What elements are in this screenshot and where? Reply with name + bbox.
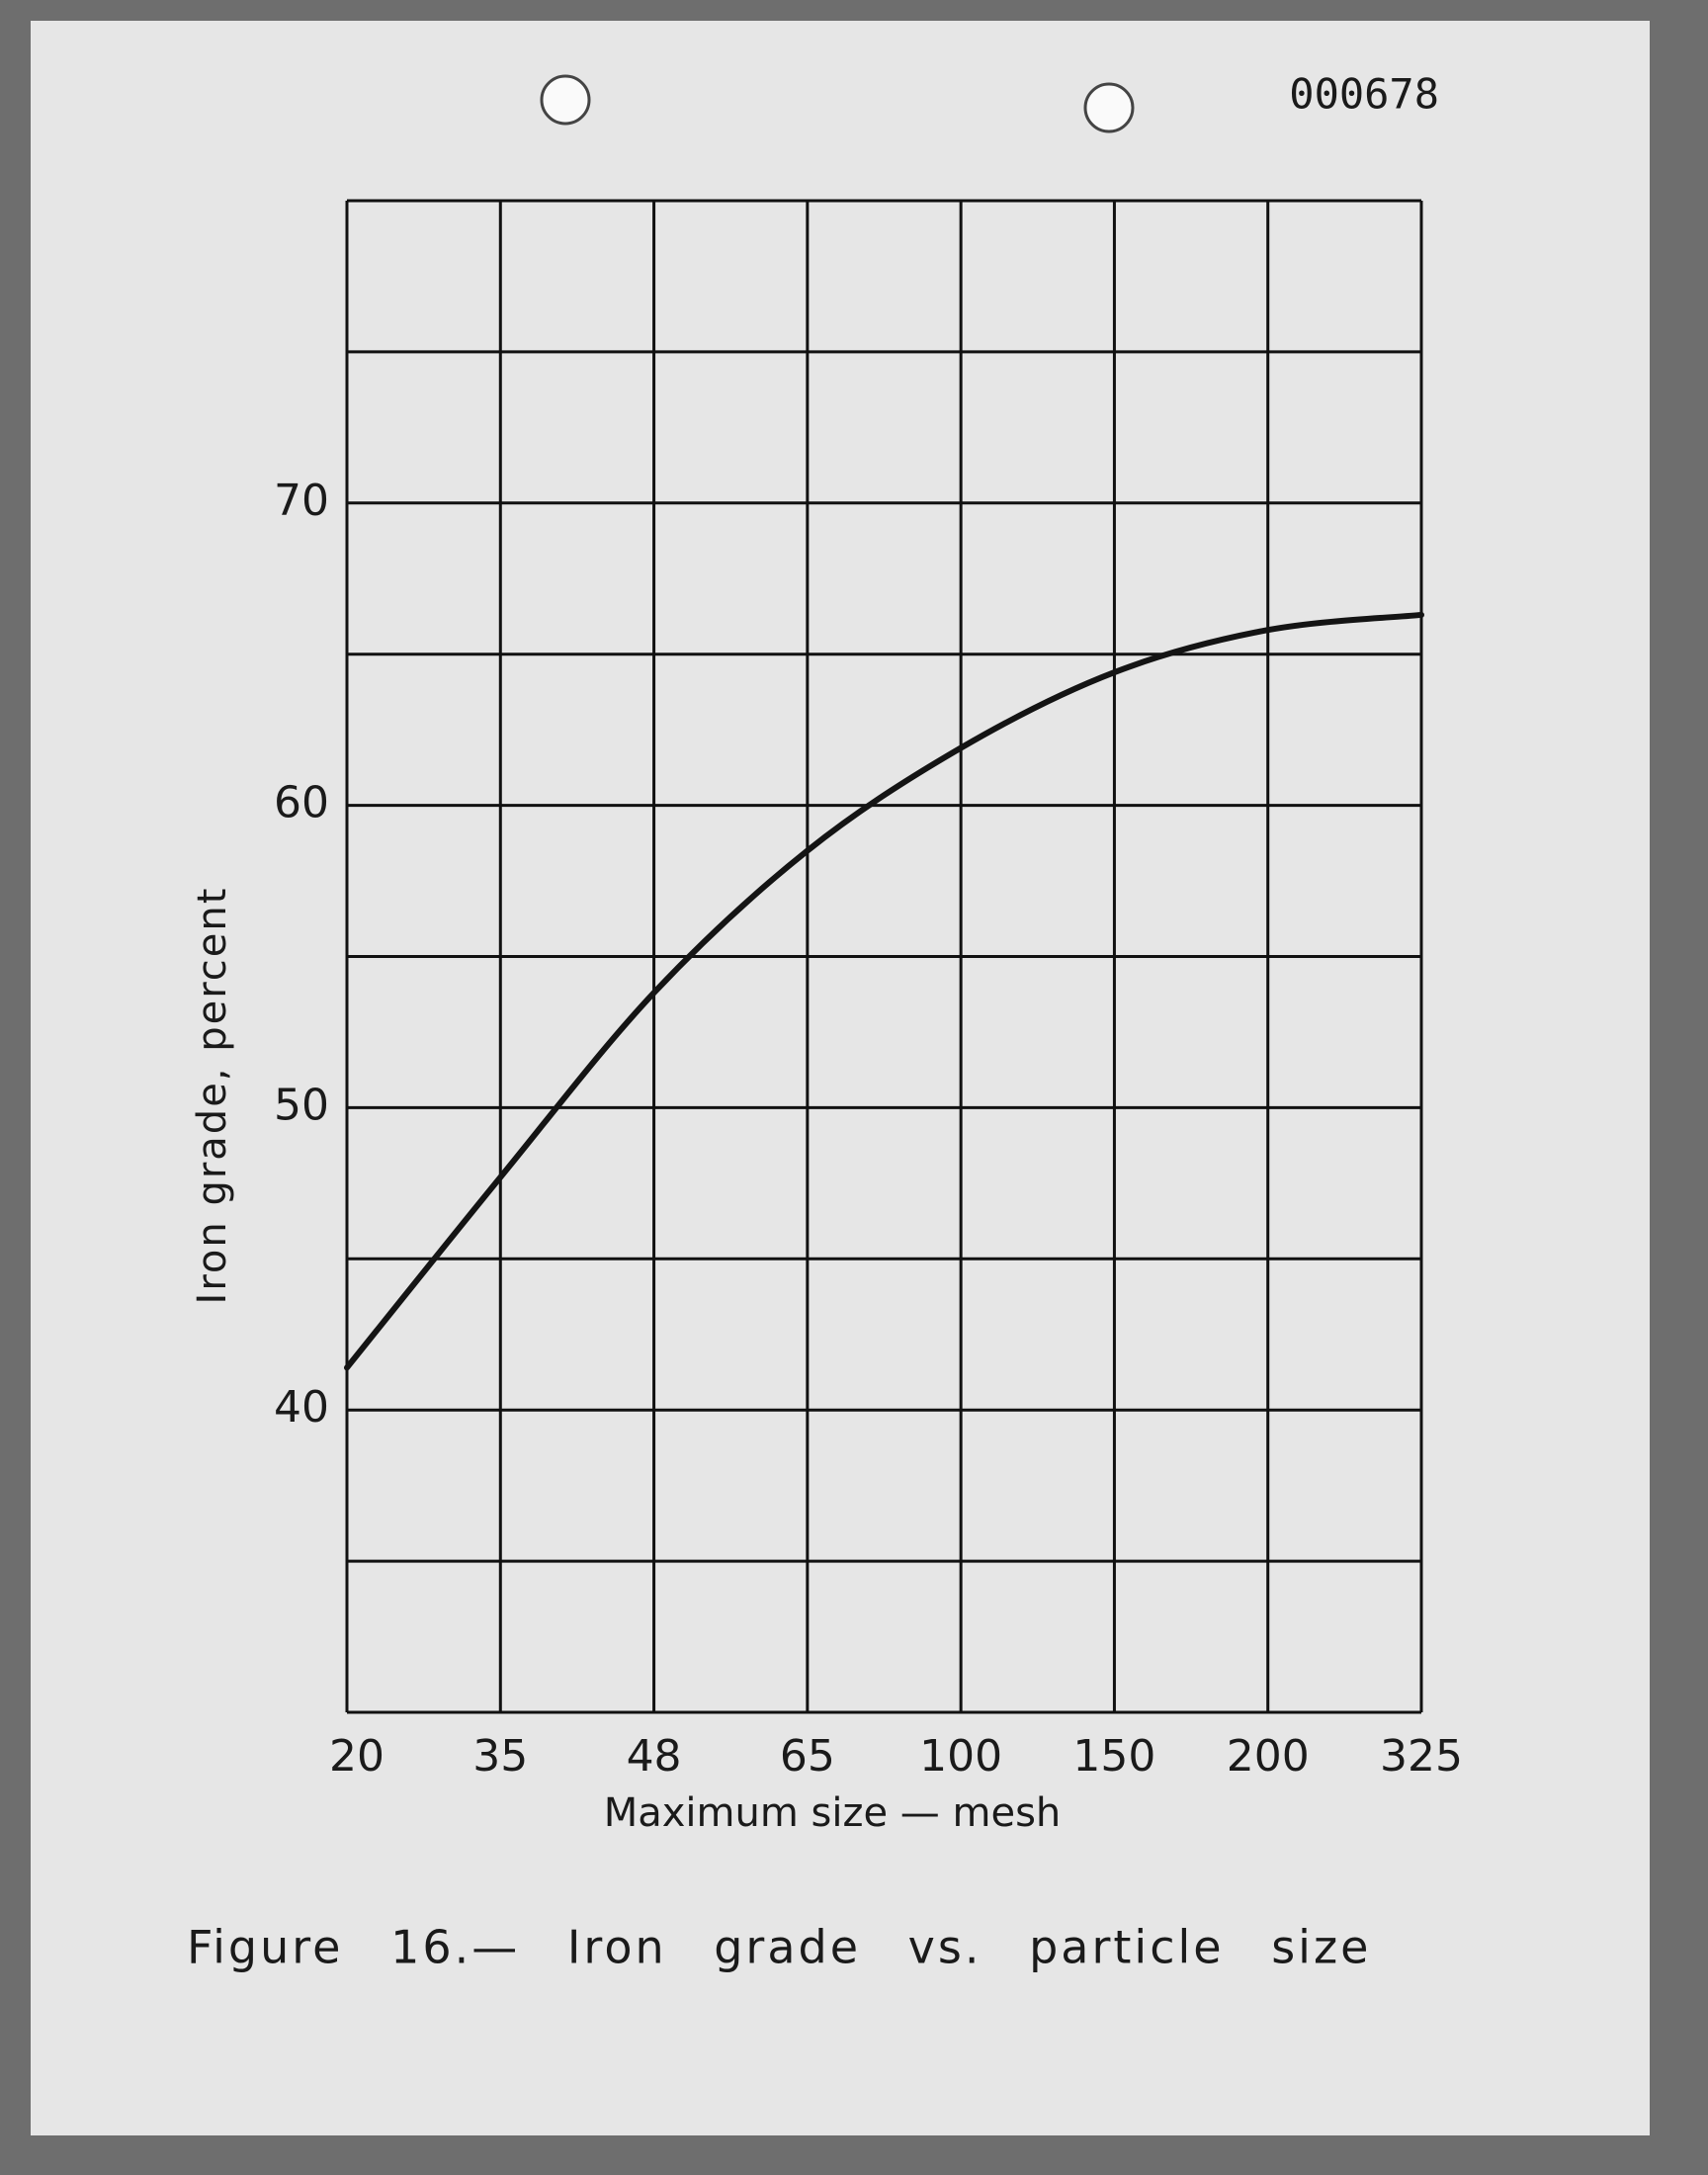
- figure-caption: Figure 16.— Iron grade vs. particle size: [187, 1921, 1371, 1974]
- page-stamp: 000678: [1289, 70, 1439, 119]
- x-tick-label: 35: [472, 1731, 528, 1782]
- x-tick-label: 65: [780, 1731, 835, 1782]
- punch-hole: [1083, 82, 1135, 133]
- x-tick-label: 48: [627, 1731, 682, 1782]
- x-tick-label: 150: [1072, 1731, 1155, 1782]
- data-line: [344, 611, 1424, 1371]
- paper: [31, 21, 1650, 2135]
- x-tick-label: 100: [919, 1731, 1002, 1782]
- x-tick-label: 325: [1380, 1731, 1463, 1782]
- x-axis-title: Maximum size — mesh: [604, 1790, 1062, 1836]
- y-tick-label: 40: [274, 1382, 329, 1433]
- y-tick-label: 60: [274, 778, 329, 828]
- punch-hole: [540, 74, 591, 126]
- plot-area: 40 50 60 70 20 35 48 65 100 150 200 325: [274, 199, 1463, 1782]
- x-tick-label: 200: [1227, 1731, 1310, 1782]
- y-tick-label: 50: [274, 1080, 329, 1130]
- x-tick-label: 20: [329, 1731, 384, 1782]
- y-tick-label: 70: [274, 476, 329, 526]
- y-axis-title: Iron grade, percent: [190, 887, 235, 1305]
